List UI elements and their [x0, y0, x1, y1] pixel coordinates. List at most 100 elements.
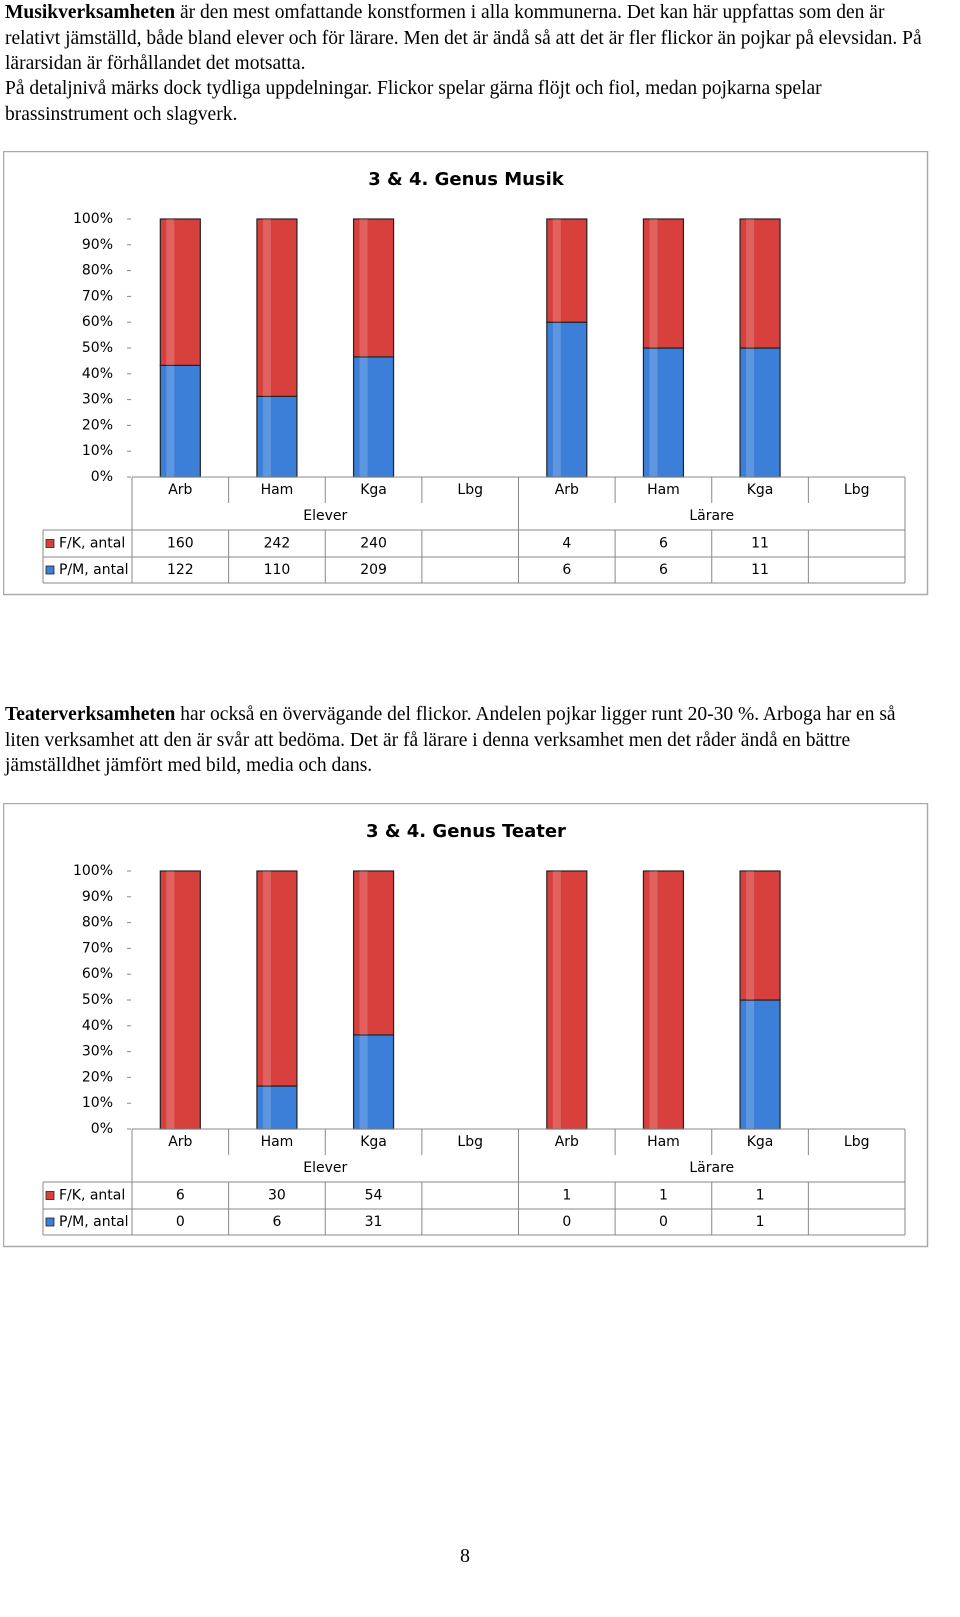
x-tick-label: Lbg [457, 1134, 483, 1150]
group-label: Lärare [689, 1160, 734, 1176]
bar-segment [642, 218, 685, 349]
table-value: 30 [268, 1188, 286, 1204]
x-tick-label: Arb [555, 482, 579, 498]
x-tick-label: Kga [747, 482, 774, 498]
x-tick-label: Lbg [844, 482, 870, 498]
bar-highlight [359, 219, 368, 357]
y-tick-label: 60% [82, 966, 113, 982]
bar-highlight [262, 219, 271, 397]
group-label: Elever [303, 508, 347, 524]
table-value: 1 [756, 1214, 765, 1230]
table-value: 6 [176, 1188, 185, 1204]
bar-highlight [359, 356, 368, 477]
bar-highlight [166, 219, 175, 366]
x-tick-label: Arb [168, 1134, 192, 1150]
bar-highlight [552, 871, 561, 1129]
group-label: Lärare [689, 508, 734, 524]
bar-segment [546, 218, 588, 323]
chart-frame [3, 151, 929, 596]
paragraph-text: är den mest omfattande konstformen i all… [5, 2, 922, 74]
bar-highlight [262, 1086, 271, 1129]
y-tick-label: 80% [82, 915, 113, 931]
table-value: 0 [562, 1214, 571, 1230]
table-value: 1 [659, 1188, 668, 1204]
bar-segment [642, 870, 685, 1130]
table-value: 0 [176, 1214, 185, 1230]
group-label: Elever [303, 1160, 347, 1176]
y-tick-label: 70% [82, 288, 113, 304]
paragraph: Teaterverksamheten har också en överväga… [5, 702, 930, 779]
y-tick-label: 50% [82, 992, 113, 1008]
bar-segment [739, 870, 781, 1001]
y-tick-label: 80% [82, 263, 113, 279]
table-value: 242 [264, 536, 291, 552]
bar-highlight [166, 365, 175, 477]
table-value: 122 [167, 562, 194, 578]
bar-highlight [746, 219, 755, 348]
x-tick-label: Arb [555, 1134, 579, 1150]
y-tick-label: 40% [82, 366, 113, 382]
legend-swatch [45, 539, 55, 548]
y-tick-label: 60% [82, 314, 113, 330]
legend-swatch [45, 1217, 55, 1227]
y-tick-label: 10% [82, 443, 113, 459]
table-value: 209 [360, 562, 387, 578]
bar-segment [256, 870, 298, 1087]
x-tick-label: Ham [647, 1134, 680, 1150]
y-tick-label: 90% [82, 237, 113, 253]
bar-highlight [746, 1000, 755, 1129]
bar-segment [642, 347, 685, 478]
bar-segment [352, 870, 395, 1036]
page-number: 8 [460, 1545, 470, 1567]
table-value: 1 [756, 1188, 765, 1204]
table-value: 6 [659, 536, 668, 552]
y-tick-label: 90% [82, 889, 113, 905]
bar-highlight [166, 871, 175, 1129]
bar-highlight [649, 219, 658, 348]
legend-label: F/K, antal [59, 536, 125, 552]
bold-lead: Musikverksamheten [5, 2, 176, 23]
x-tick-label: Ham [261, 1134, 294, 1150]
paragraph: Musikverksamheten är den mest omfattande… [5, 0, 930, 77]
legend-label: F/K, antal [59, 1188, 125, 1204]
table-value: 54 [365, 1188, 383, 1204]
legend-swatch [45, 1191, 55, 1200]
y-tick-label: 10% [82, 1095, 113, 1111]
y-tick-label: 0% [91, 469, 113, 485]
x-tick-label: Kga [360, 1134, 387, 1150]
table-value: 6 [562, 562, 571, 578]
y-tick-label: 40% [82, 1018, 113, 1034]
y-tick-label: 20% [82, 417, 113, 433]
table-value: 31 [365, 1214, 383, 1230]
paragraph-text: På detaljnivå märks dock tydliga uppdeln… [5, 78, 822, 125]
y-tick-label: 30% [82, 1044, 113, 1060]
y-tick-label: 30% [82, 392, 113, 408]
bar-segment [546, 870, 588, 1130]
bar-segment [352, 218, 395, 358]
chart: 3 & 4. Genus Teater 0% 10% 20% 30% 40% 50% 60% 7… [3, 803, 929, 1248]
bar-highlight [262, 871, 271, 1086]
table-value: 11 [751, 536, 769, 552]
bold-lead: Teaterverksamheten [5, 704, 176, 725]
bar-segment [739, 218, 781, 349]
legend-label: P/M, antal [59, 1214, 129, 1230]
chart-title: 3 & 4. Genus Teater [366, 821, 566, 842]
legend-label: P/M, antal [59, 562, 129, 578]
x-tick-label: Lbg [457, 482, 483, 498]
bar-highlight [262, 396, 271, 477]
bar-highlight [359, 1034, 368, 1129]
chart-title: 3 & 4. Genus Musik [368, 169, 565, 190]
bar-segment [159, 218, 201, 366]
chart: 3 & 4. Genus Musik 0% 10% 20% 30% 40% 50% 60% 70… [3, 151, 929, 596]
x-tick-label: Arb [168, 482, 192, 498]
bar-segment [256, 218, 298, 397]
y-tick-label: 70% [82, 940, 113, 956]
x-tick-label: Ham [647, 482, 680, 498]
bar-segment [352, 356, 395, 478]
y-tick-label: 100% [73, 863, 113, 879]
x-tick-label: Kga [747, 1134, 774, 1150]
paragraph-text: har också en övervägande del flickor. An… [5, 704, 896, 776]
paragraph: På detaljnivå märks dock tydliga uppdeln… [5, 76, 930, 127]
table-value: 4 [562, 536, 571, 552]
